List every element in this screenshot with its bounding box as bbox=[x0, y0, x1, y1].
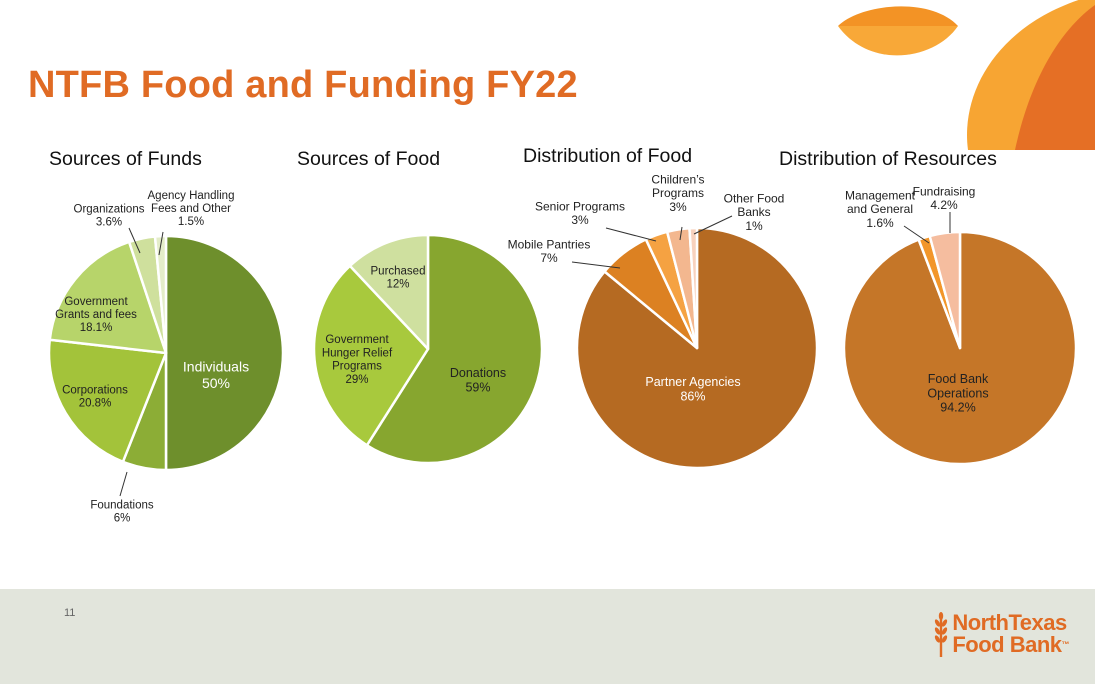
data-label-value-corporations: 20.8% bbox=[79, 398, 112, 410]
logo-trademark: ™ bbox=[1061, 640, 1070, 649]
pie-slice-other-food-banks bbox=[688, 226, 699, 350]
data-label-individuals-0: Individuals bbox=[183, 359, 249, 375]
data-label-value-partner-agencies: 86% bbox=[680, 389, 705, 403]
data-label-value-government-grants-and-fees: 18.1% bbox=[80, 322, 113, 334]
data-label-value-agency-handling-fees-and-other: 1.5% bbox=[178, 216, 204, 228]
data-label-value-organizations: 3.6% bbox=[96, 217, 122, 229]
data-label-government-hunger-relief-programs-2: Programs bbox=[332, 361, 382, 373]
logo-line-2: Food Bank bbox=[952, 632, 1062, 657]
data-label-purchased-0: Purchased bbox=[371, 265, 426, 277]
leader-line-senior-programs bbox=[605, 227, 657, 242]
pie-slice-donations bbox=[365, 233, 544, 465]
chart-title-sources-of-funds: Sources of Funds bbox=[49, 148, 202, 170]
pie-slice-agency-handling-fees-and-other bbox=[153, 234, 168, 355]
data-label-government-grants-and-fees-0: Government bbox=[64, 296, 128, 308]
decorative-leaf-shapes bbox=[838, 0, 1095, 150]
chart-title-distribution-of-food: Distribution of Food bbox=[523, 145, 693, 167]
data-label-other-food-banks-1: Banks bbox=[737, 205, 770, 219]
data-label-value-senior-programs: 3% bbox=[571, 213, 589, 227]
logo-line-1: NorthTexas bbox=[952, 610, 1067, 635]
footer-bar: 11 NorthTexas Food Bank™ bbox=[0, 589, 1095, 684]
data-label-food-bank-operations-0: Food Bank bbox=[928, 372, 989, 386]
data-label-value-other-food-banks: 1% bbox=[745, 219, 763, 233]
data-label-value-food-bank-operations: 94.2% bbox=[940, 401, 975, 415]
data-label-government-hunger-relief-programs-0: Government bbox=[325, 334, 389, 346]
pie-slice-government-hunger-relief-programs bbox=[312, 264, 430, 447]
data-label-agency-handling-fees-and-other-0: Agency Handling bbox=[148, 190, 235, 202]
page-number: 11 bbox=[64, 607, 76, 619]
leader-line-mobile-pantries bbox=[571, 261, 621, 269]
leaf-shape-small bbox=[838, 6, 958, 26]
leader-line-organizations bbox=[128, 227, 141, 254]
data-label-children-s-programs-0: Children’s bbox=[651, 172, 704, 186]
chart-title-sources-of-food: Sources of Food bbox=[297, 148, 441, 170]
wheat-icon bbox=[935, 612, 948, 657]
data-label-value-individuals: 50% bbox=[202, 375, 230, 391]
data-label-corporations-0: Corporations bbox=[62, 384, 128, 396]
leaf-shape-large-dark bbox=[1015, 5, 1095, 150]
data-label-donations-0: Donations bbox=[450, 366, 506, 380]
data-label-fundraising-0: Fundraising bbox=[913, 184, 976, 198]
leader-line-children-s-programs bbox=[679, 226, 683, 241]
data-label-value-mobile-pantries: 7% bbox=[540, 251, 558, 265]
data-label-value-foundations: 6% bbox=[114, 513, 131, 525]
data-label-agency-handling-fees-and-other-1: Fees and Other bbox=[151, 203, 231, 215]
data-label-other-food-banks-0: Other Food bbox=[724, 191, 785, 205]
leader-line-foundations bbox=[119, 471, 128, 497]
north-texas-food-bank-logo: NorthTexas Food Bank™ bbox=[933, 611, 1069, 657]
data-label-mobile-pantries-0: Mobile Pantries bbox=[508, 237, 591, 251]
data-label-senior-programs-0: Senior Programs bbox=[535, 199, 625, 213]
leaf-shape-small-lower bbox=[838, 26, 958, 56]
data-label-management-and-general-0: Management bbox=[845, 188, 916, 202]
pie-slice-government-grants-and-fees bbox=[48, 240, 168, 355]
logo-wordmark: NorthTexas Food Bank™ bbox=[952, 612, 1069, 656]
pie-slice-fundraising bbox=[928, 230, 962, 350]
data-label-value-fundraising: 4.2% bbox=[930, 198, 958, 212]
leader-line-management-and-general bbox=[903, 225, 930, 244]
pie-slice-individuals bbox=[164, 234, 285, 472]
data-label-value-children-s-programs: 3% bbox=[669, 200, 687, 214]
data-label-partner-agencies-0: Partner Agencies bbox=[645, 375, 740, 389]
data-label-organizations-0: Organizations bbox=[74, 203, 145, 215]
data-label-value-government-hunger-relief-programs: 29% bbox=[345, 374, 368, 386]
leader-line-agency-handling-fees-and-other bbox=[158, 231, 164, 256]
data-label-government-hunger-relief-programs-1: Hunger Relief bbox=[322, 347, 393, 359]
data-label-children-s-programs-1: Programs bbox=[652, 186, 704, 200]
pie-slice-corporations bbox=[47, 338, 168, 464]
data-label-value-management-and-general: 1.6% bbox=[866, 216, 894, 230]
leader-line-other-food-banks bbox=[693, 215, 733, 235]
data-label-government-grants-and-fees-1: Grants and fees bbox=[55, 309, 137, 321]
data-label-food-bank-operations-1: Operations bbox=[927, 386, 988, 400]
data-label-management-and-general-1: and General bbox=[847, 202, 913, 216]
pie-slice-purchased bbox=[348, 233, 430, 351]
slide-title: NTFB Food and Funding FY22 bbox=[28, 64, 578, 106]
chart-title-distribution-of-resources: Distribution of Resources bbox=[779, 148, 997, 170]
data-label-foundations-0: Foundations bbox=[90, 499, 154, 511]
data-label-value-purchased: 12% bbox=[386, 279, 409, 291]
data-label-value-donations: 59% bbox=[465, 380, 490, 394]
